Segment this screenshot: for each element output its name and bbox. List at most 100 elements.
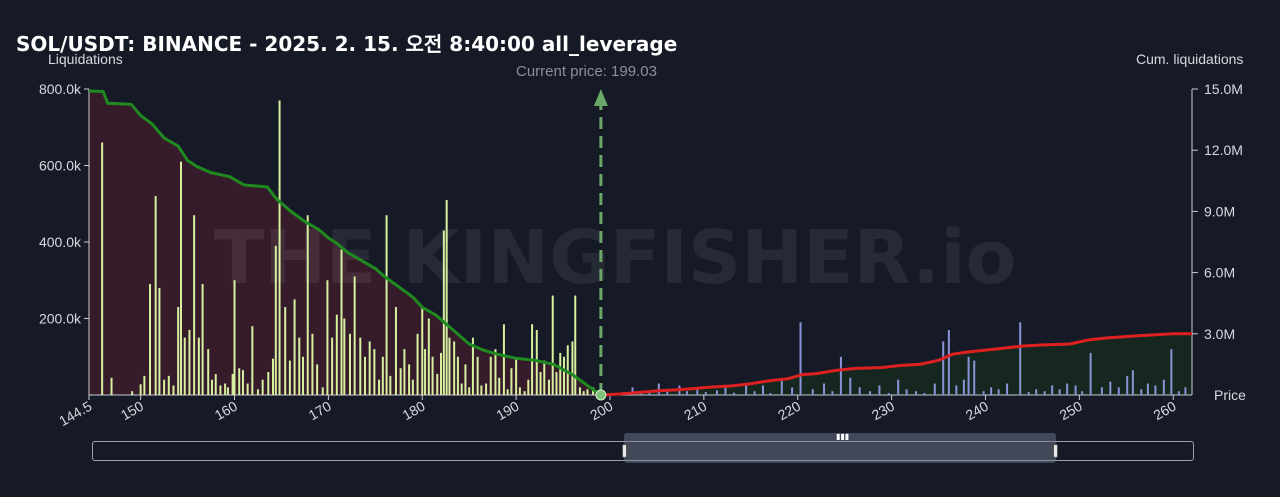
long-liquidation-bar bbox=[233, 280, 236, 395]
long-liquidation-bar bbox=[427, 318, 430, 395]
long-liquidation-bar bbox=[453, 341, 456, 395]
short-liquidation-bar bbox=[1035, 389, 1038, 395]
short-liquidation-bar bbox=[685, 391, 688, 395]
short-liquidation-bar bbox=[769, 393, 772, 395]
left-axis-label: Liquidations bbox=[48, 51, 123, 67]
short-liquidation-bar bbox=[997, 389, 1000, 395]
range-slider-window[interactable] bbox=[624, 433, 1056, 463]
range-slider-right-handle[interactable] bbox=[1053, 444, 1058, 458]
long-liquidation-bar bbox=[448, 337, 451, 395]
long-liquidation-bar bbox=[586, 389, 589, 395]
short-liquidation-bar bbox=[1184, 387, 1187, 395]
short-liquidation-bar bbox=[858, 387, 861, 395]
short-liquidation-bar bbox=[696, 387, 699, 395]
long-liquidation-bar bbox=[353, 276, 356, 395]
current-price-arrow bbox=[593, 89, 608, 106]
long-liquidation-bar bbox=[562, 356, 565, 395]
long-liquidation-bar bbox=[518, 387, 521, 395]
short-liquidation-bar bbox=[762, 385, 765, 395]
long-liquidation-bar bbox=[363, 356, 366, 395]
short-cum-area bbox=[600, 333, 1192, 395]
short-liquidation-bar bbox=[780, 379, 783, 395]
short-liquidation-bar bbox=[1154, 385, 1157, 395]
long-liquidation-bar bbox=[340, 249, 343, 395]
long-liquidation-bar bbox=[394, 307, 397, 395]
short-liquidation-bar bbox=[1081, 391, 1084, 395]
short-liquidation-bar bbox=[831, 391, 834, 395]
long-liquidation-bar bbox=[551, 295, 554, 395]
long-liquidation-bar bbox=[219, 385, 222, 395]
short-liquidation-bar bbox=[933, 383, 936, 395]
x-axis-tick-label: 220 bbox=[775, 398, 803, 424]
long-liquidation-bar bbox=[241, 370, 244, 395]
long-liquidation-bar bbox=[421, 307, 424, 395]
short-liquidation-bar bbox=[955, 385, 958, 395]
short-liquidation-bar bbox=[839, 356, 842, 395]
short-liquidation-bar bbox=[905, 389, 908, 395]
long-liquidation-bar bbox=[343, 318, 346, 395]
current-price-label: Current price: 199.03 bbox=[516, 63, 657, 80]
short-liquidation-bar bbox=[1100, 387, 1103, 395]
long-liquidation-bar bbox=[527, 379, 530, 395]
long-liquidation-bar bbox=[177, 307, 180, 395]
short-liquidation-bar bbox=[799, 322, 802, 395]
long-liquidation-bar bbox=[571, 341, 574, 395]
short-liquidation-bar bbox=[1006, 383, 1009, 395]
short-liquidation-bar bbox=[962, 379, 965, 395]
short-liquidation-bar bbox=[631, 387, 634, 395]
long-liquidation-bar bbox=[261, 379, 264, 395]
long-liquidation-bar bbox=[207, 349, 210, 395]
short-liquidation-bar bbox=[915, 391, 918, 395]
long-liquidation-bar bbox=[456, 356, 459, 395]
short-liquidation-bar bbox=[1170, 349, 1173, 395]
short-liquidation-bar bbox=[1162, 379, 1165, 395]
right-axis-tick-label: 15.0M bbox=[1204, 81, 1243, 97]
left-axis-tick-label: 400.0k bbox=[39, 234, 82, 250]
range-slider-left-handle[interactable] bbox=[622, 444, 627, 458]
long-liquidation-bar bbox=[566, 345, 569, 395]
long-liquidation-bar bbox=[480, 385, 483, 395]
short-liquidation-bar bbox=[869, 391, 872, 395]
short-liquidation-bar bbox=[923, 393, 926, 395]
short-liquidation-bar bbox=[1126, 375, 1129, 395]
long-liquidation-bar bbox=[368, 341, 371, 395]
long-liquidation-bar bbox=[485, 383, 488, 395]
long-liquidation-bar bbox=[440, 352, 443, 395]
short-liquidation-bar bbox=[1074, 385, 1077, 395]
short-liquidation-bar bbox=[1019, 322, 1022, 395]
x-axis-label: Price bbox=[1214, 387, 1246, 403]
long-liquidation-bar bbox=[293, 299, 296, 395]
long-liquidation-bar bbox=[271, 358, 274, 395]
long-liquidation-bar bbox=[543, 360, 546, 395]
short-liquidation-bar bbox=[1177, 391, 1180, 395]
long-liquidation-bar bbox=[445, 199, 448, 395]
long-liquidation-bar bbox=[256, 389, 259, 395]
long-liquidation-bar bbox=[331, 337, 334, 395]
long-liquidation-bar bbox=[316, 364, 319, 395]
long-liquidation-bar bbox=[506, 389, 509, 395]
short-liquidation-bar bbox=[1089, 352, 1092, 395]
short-liquidation-bar bbox=[823, 383, 826, 395]
short-liquidation-bar bbox=[704, 391, 707, 395]
range-slider[interactable] bbox=[92, 441, 1194, 461]
grip-lines-icon[interactable]: ▮▮▮ bbox=[836, 432, 850, 441]
long-liquidation-bar bbox=[502, 324, 505, 395]
long-liquidation-bar bbox=[389, 375, 392, 395]
short-liquidation-bar bbox=[878, 385, 881, 395]
long-liquidation-bar bbox=[359, 337, 362, 395]
short-liquidation-bar bbox=[1058, 389, 1061, 395]
right-axis-label: Cum. liquidations bbox=[1136, 51, 1244, 67]
long-liquidation-bar bbox=[226, 387, 229, 395]
short-liquidation-bar bbox=[811, 389, 814, 395]
long-liquidation-bar bbox=[306, 215, 309, 395]
long-liquidation-bar bbox=[139, 384, 142, 395]
long-liquidation-bar bbox=[246, 383, 249, 395]
long-liquidation-bar bbox=[399, 368, 402, 395]
long-liquidation-bar bbox=[158, 287, 161, 395]
long-liquidation-bar bbox=[411, 379, 414, 395]
long-liquidation-bar bbox=[431, 356, 434, 395]
long-liquidation-bar bbox=[154, 196, 157, 395]
short-liquidation-bar bbox=[639, 393, 642, 395]
short-liquidation-bar bbox=[887, 393, 890, 395]
short-liquidation-bar bbox=[849, 377, 852, 395]
